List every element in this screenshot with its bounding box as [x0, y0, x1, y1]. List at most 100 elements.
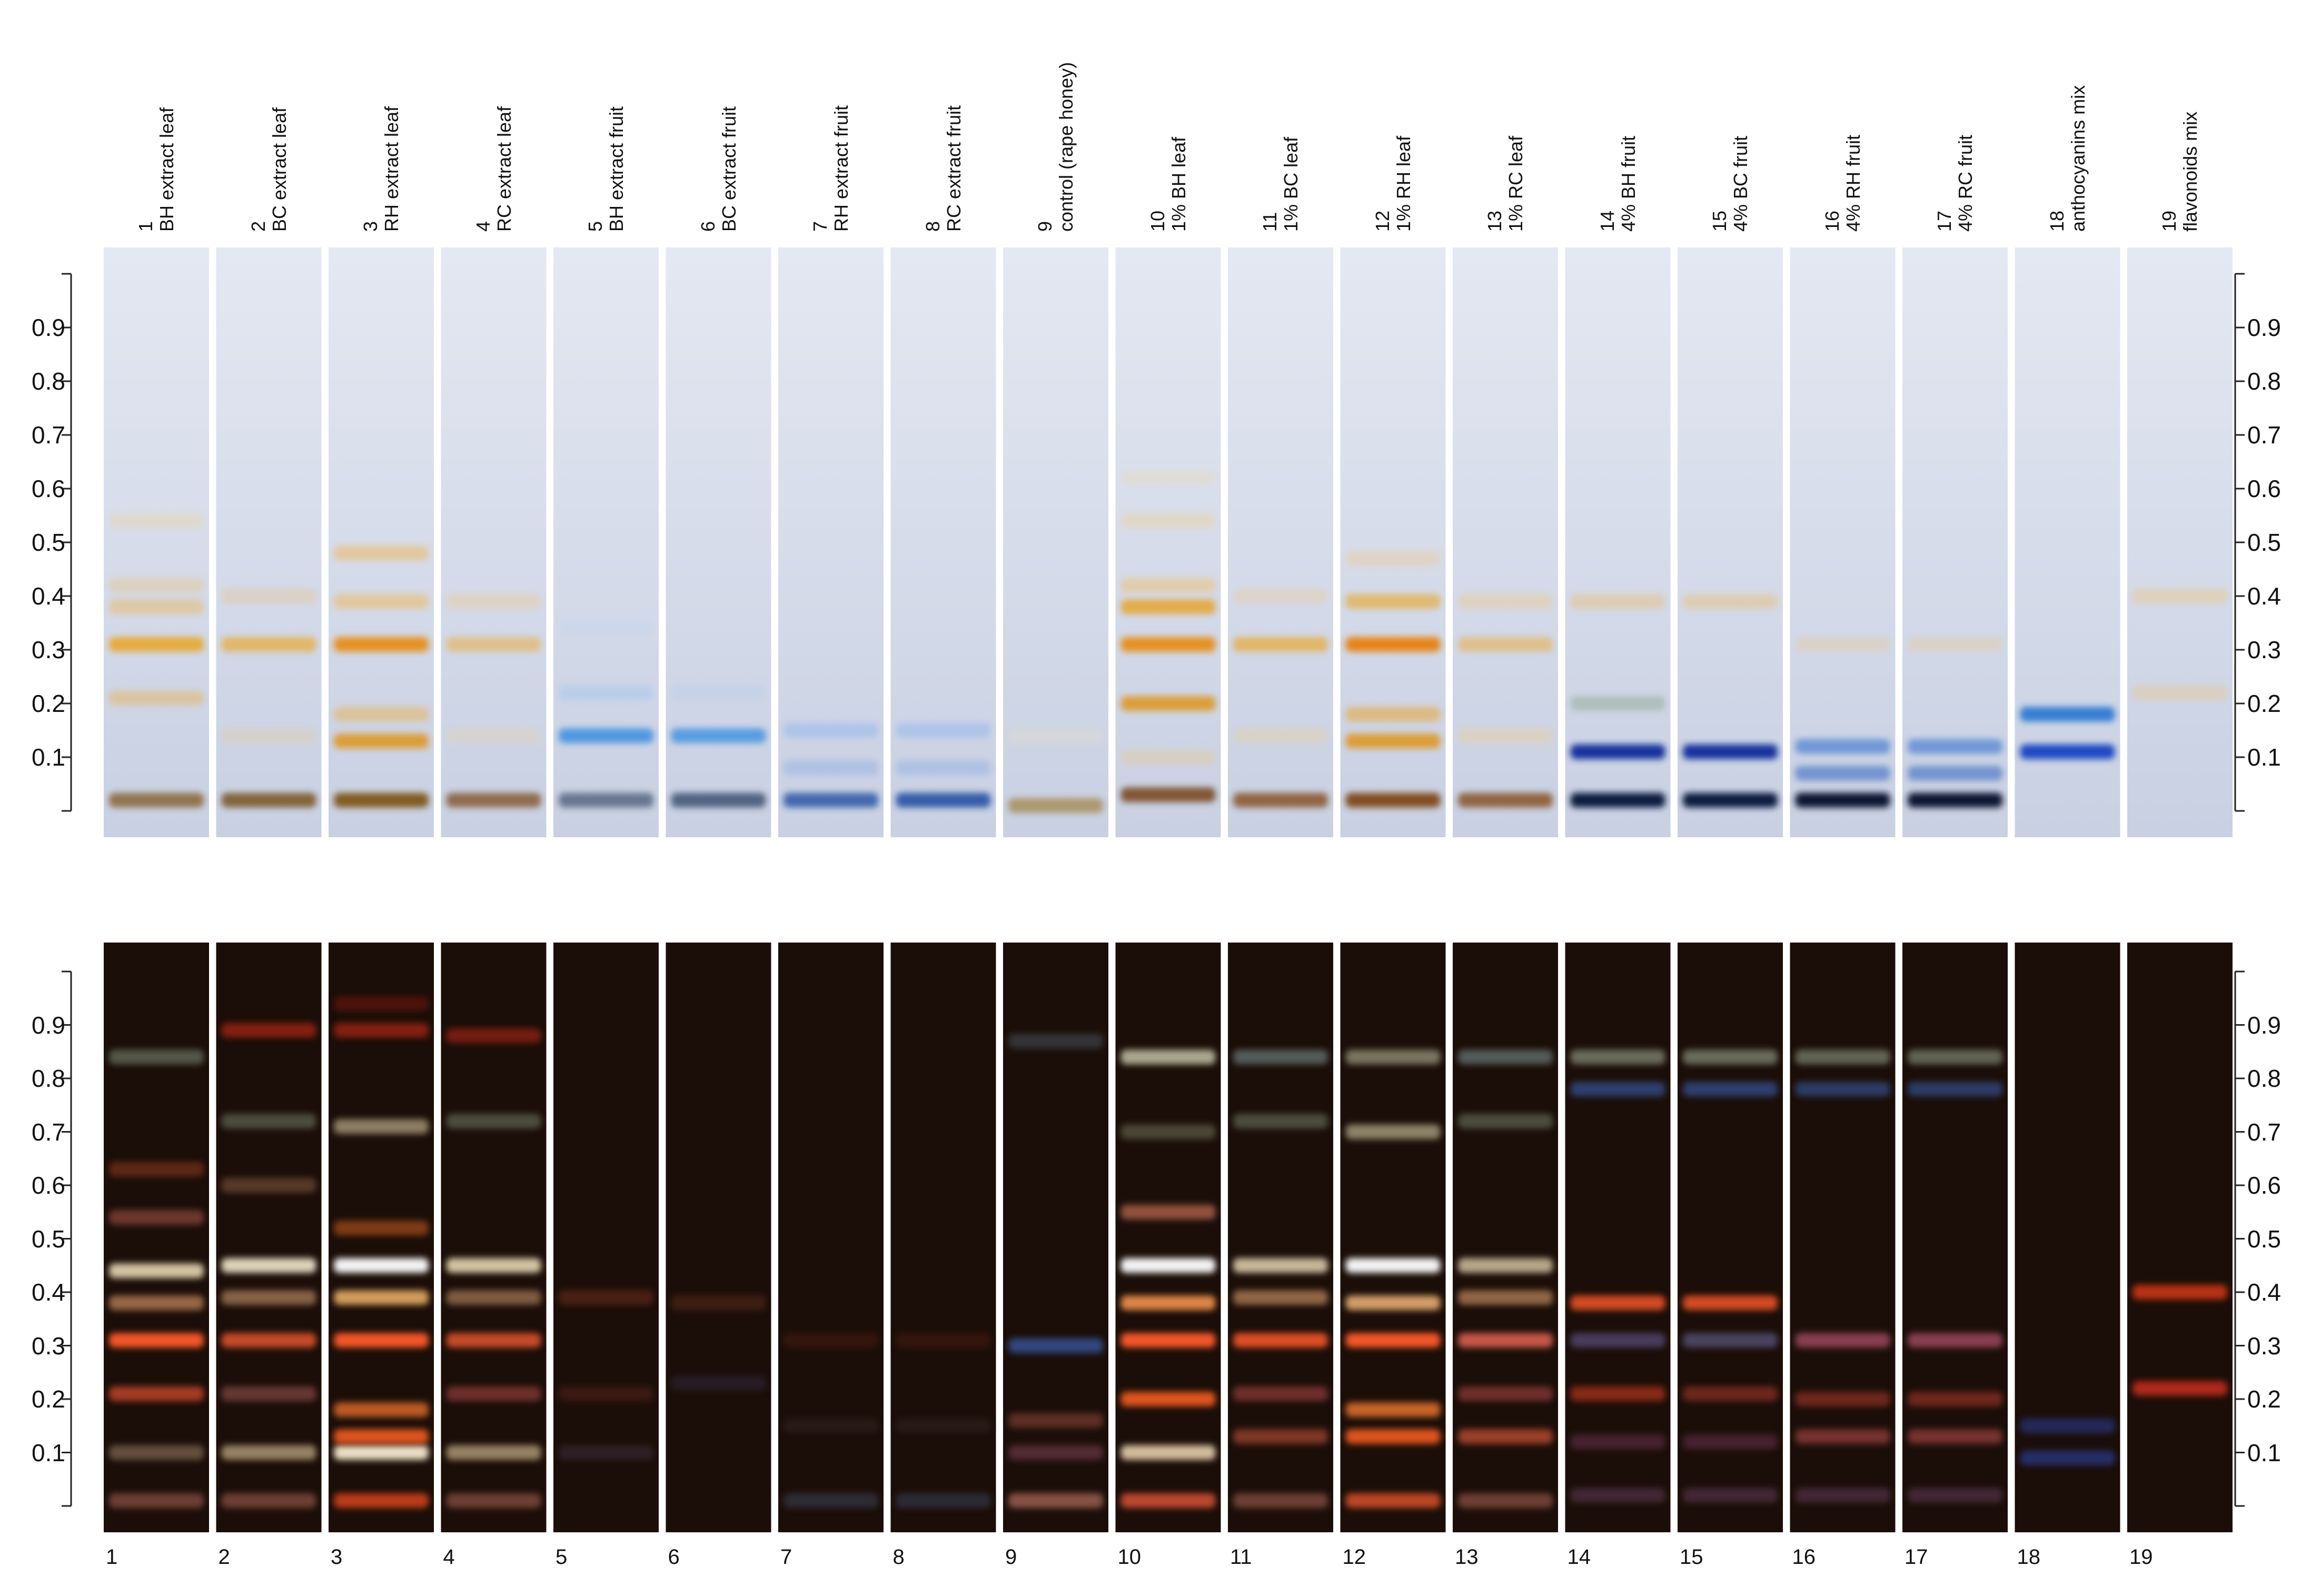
band-lane-10-rf-0.31: [1120, 1333, 1216, 1348]
band-lane-11-rf-0.21: [1233, 1386, 1328, 1401]
lane-label-text: RH extract leaf: [381, 106, 402, 232]
band-lane-2-rf-0.01: [221, 1493, 316, 1508]
band-lane-4-rf-0.14: [446, 728, 541, 744]
uv-lane-6: [666, 943, 771, 1532]
band-lane-19-rf-0.4: [2133, 589, 2227, 603]
left-rf-tick-label: 0.4: [32, 582, 65, 610]
band-lane-2-rf-0.45: [221, 1258, 316, 1273]
band-lane-11-rf-0.45: [1233, 1258, 1328, 1273]
white-light-lane-9: [1003, 247, 1108, 837]
right-rf-tick-label: 0.2: [2247, 690, 2281, 717]
lane-label-number: 10: [1146, 210, 1168, 232]
band-lane-11-rf-0.13: [1233, 1429, 1328, 1444]
white-light-lane-6: [666, 247, 771, 837]
band-lane-10-rf-0.55: [1120, 1204, 1216, 1220]
band-lane-18-rf-0.15: [2020, 1418, 2115, 1433]
lane-label-number: 18: [2046, 210, 2068, 232]
band-lane-2-rf-0.1: [221, 1445, 316, 1460]
bottom-lane-number: 6: [668, 1545, 680, 1569]
band-lane-10-rf-0.38: [1120, 1295, 1216, 1311]
right-rf-tick-label: 0.8: [2247, 1065, 2281, 1092]
band-lane-4-rf-0.31: [446, 1333, 541, 1348]
band-lane-14-rf-0.31: [1570, 1333, 1665, 1348]
band-lane-13-rf-0.14: [1458, 728, 1553, 744]
uv-lane-19: [2127, 943, 2233, 1532]
bottom-lane-number: 11: [1230, 1545, 1252, 1569]
band-lane-1-rf-0.54: [109, 1210, 204, 1225]
white-light-lane-4: [441, 247, 547, 837]
band-lane-15-rf-0.38: [1683, 1295, 1778, 1311]
band-lane-11-rf-0.02: [1233, 792, 1328, 808]
band-lane-7-rf-0.08: [783, 760, 878, 776]
band-lane-12-rf-0.31: [1345, 1333, 1441, 1348]
band-lane-9-rf-0.87: [1008, 1033, 1103, 1048]
lane-label-number: 17: [1933, 210, 1955, 232]
band-lane-5-rf-0.34: [559, 621, 653, 636]
band-lane-10-rf-0.7: [1120, 1124, 1216, 1139]
band-lane-14-rf-0.39: [1570, 594, 1665, 609]
lane-label-number: 14: [1596, 210, 1618, 232]
lane-label-number: 13: [1484, 210, 1505, 232]
lane-label-text: 1% RH leaf: [1392, 135, 1414, 232]
right-rf-tick-label: 0.4: [2247, 582, 2281, 610]
band-lane-15-rf-0.11: [1683, 744, 1778, 759]
band-lane-16-rf-0.13: [1795, 1429, 1890, 1444]
band-lane-17-rf-0.12: [1908, 739, 2002, 754]
white-light-lane-8: [890, 247, 996, 837]
band-lane-19-rf-0.22: [2133, 685, 2227, 700]
lane-label-number: 3: [360, 221, 381, 232]
band-lane-10-rf-0.1: [1120, 750, 1216, 765]
band-lane-8-rf-0.31: [896, 1333, 991, 1348]
band-lane-2-rf-0.6: [221, 1178, 316, 1193]
uv-lane-15: [1678, 943, 1783, 1532]
band-lane-2-rf-0.14: [221, 728, 316, 744]
left-rf-tick-label: 0.2: [32, 690, 65, 717]
band-lane-5-rf-0.21: [559, 1386, 653, 1401]
band-lane-14-rf-0.12: [1570, 1434, 1665, 1450]
band-lane-3-rf-0.18: [334, 1402, 429, 1417]
band-lane-6-rf-0.02: [671, 792, 766, 808]
band-lane-13-rf-0.02: [1458, 792, 1553, 808]
band-lane-4-rf-0.88: [446, 1028, 541, 1043]
uv-lane-5: [553, 943, 659, 1532]
band-lane-2-rf-0.4: [221, 589, 316, 603]
band-lane-4-rf-0.1: [446, 1445, 541, 1460]
right-rf-tick-label: 0.6: [2247, 475, 2281, 502]
band-lane-3-rf-0.52: [334, 1221, 429, 1236]
band-lane-1-rf-0.31: [109, 1333, 204, 1348]
lane-label-number: 9: [1034, 221, 1056, 232]
band-lane-1-rf-0.54: [109, 513, 204, 529]
lane-label-number: 19: [2158, 210, 2180, 232]
band-lane-10-rf-0.62: [1120, 470, 1216, 485]
band-lane-3-rf-0.89: [334, 1023, 429, 1038]
band-lane-15-rf-0.39: [1683, 594, 1778, 609]
band-lane-8-rf-0.15: [896, 723, 991, 738]
band-lane-11-rf-0.31: [1233, 637, 1328, 652]
band-lane-16-rf-0.84: [1795, 1049, 1890, 1065]
right-rf-tick-label: 0.8: [2247, 368, 2281, 395]
band-lane-15-rf-0.02: [1683, 792, 1778, 808]
band-lane-12-rf-0.45: [1345, 1258, 1441, 1273]
white-light-lane-12: [1340, 247, 1446, 837]
uv-lane-8: [890, 943, 996, 1532]
band-lane-4-rf-0.72: [446, 1114, 541, 1129]
lane-label-text: 1% RC leaf: [1505, 135, 1526, 232]
band-lane-1-rf-0.31: [109, 637, 204, 652]
band-lane-13-rf-0.21: [1458, 1386, 1553, 1401]
lane-label-text: 1% BH leaf: [1167, 136, 1189, 232]
band-lane-14-rf-0.02: [1570, 792, 1665, 808]
band-lane-17-rf-0.2: [1908, 1392, 2002, 1406]
band-lane-12-rf-0.47: [1345, 551, 1441, 566]
bottom-lane-number: 15: [1680, 1545, 1703, 1569]
uv-lane-7: [778, 943, 884, 1532]
lane-label-text: 4% RH fruit: [1842, 134, 1864, 232]
band-lane-8-rf-0.08: [896, 760, 991, 776]
white-light-lane-10: [1115, 247, 1221, 837]
white-light-lane-18: [2015, 247, 2120, 837]
band-lane-1-rf-0.84: [109, 1049, 204, 1065]
right-rf-tick-label: 0.9: [2247, 1011, 2281, 1039]
band-lane-1-rf-0.21: [109, 690, 204, 706]
lane-label-text: control (rape honey): [1055, 62, 1077, 232]
